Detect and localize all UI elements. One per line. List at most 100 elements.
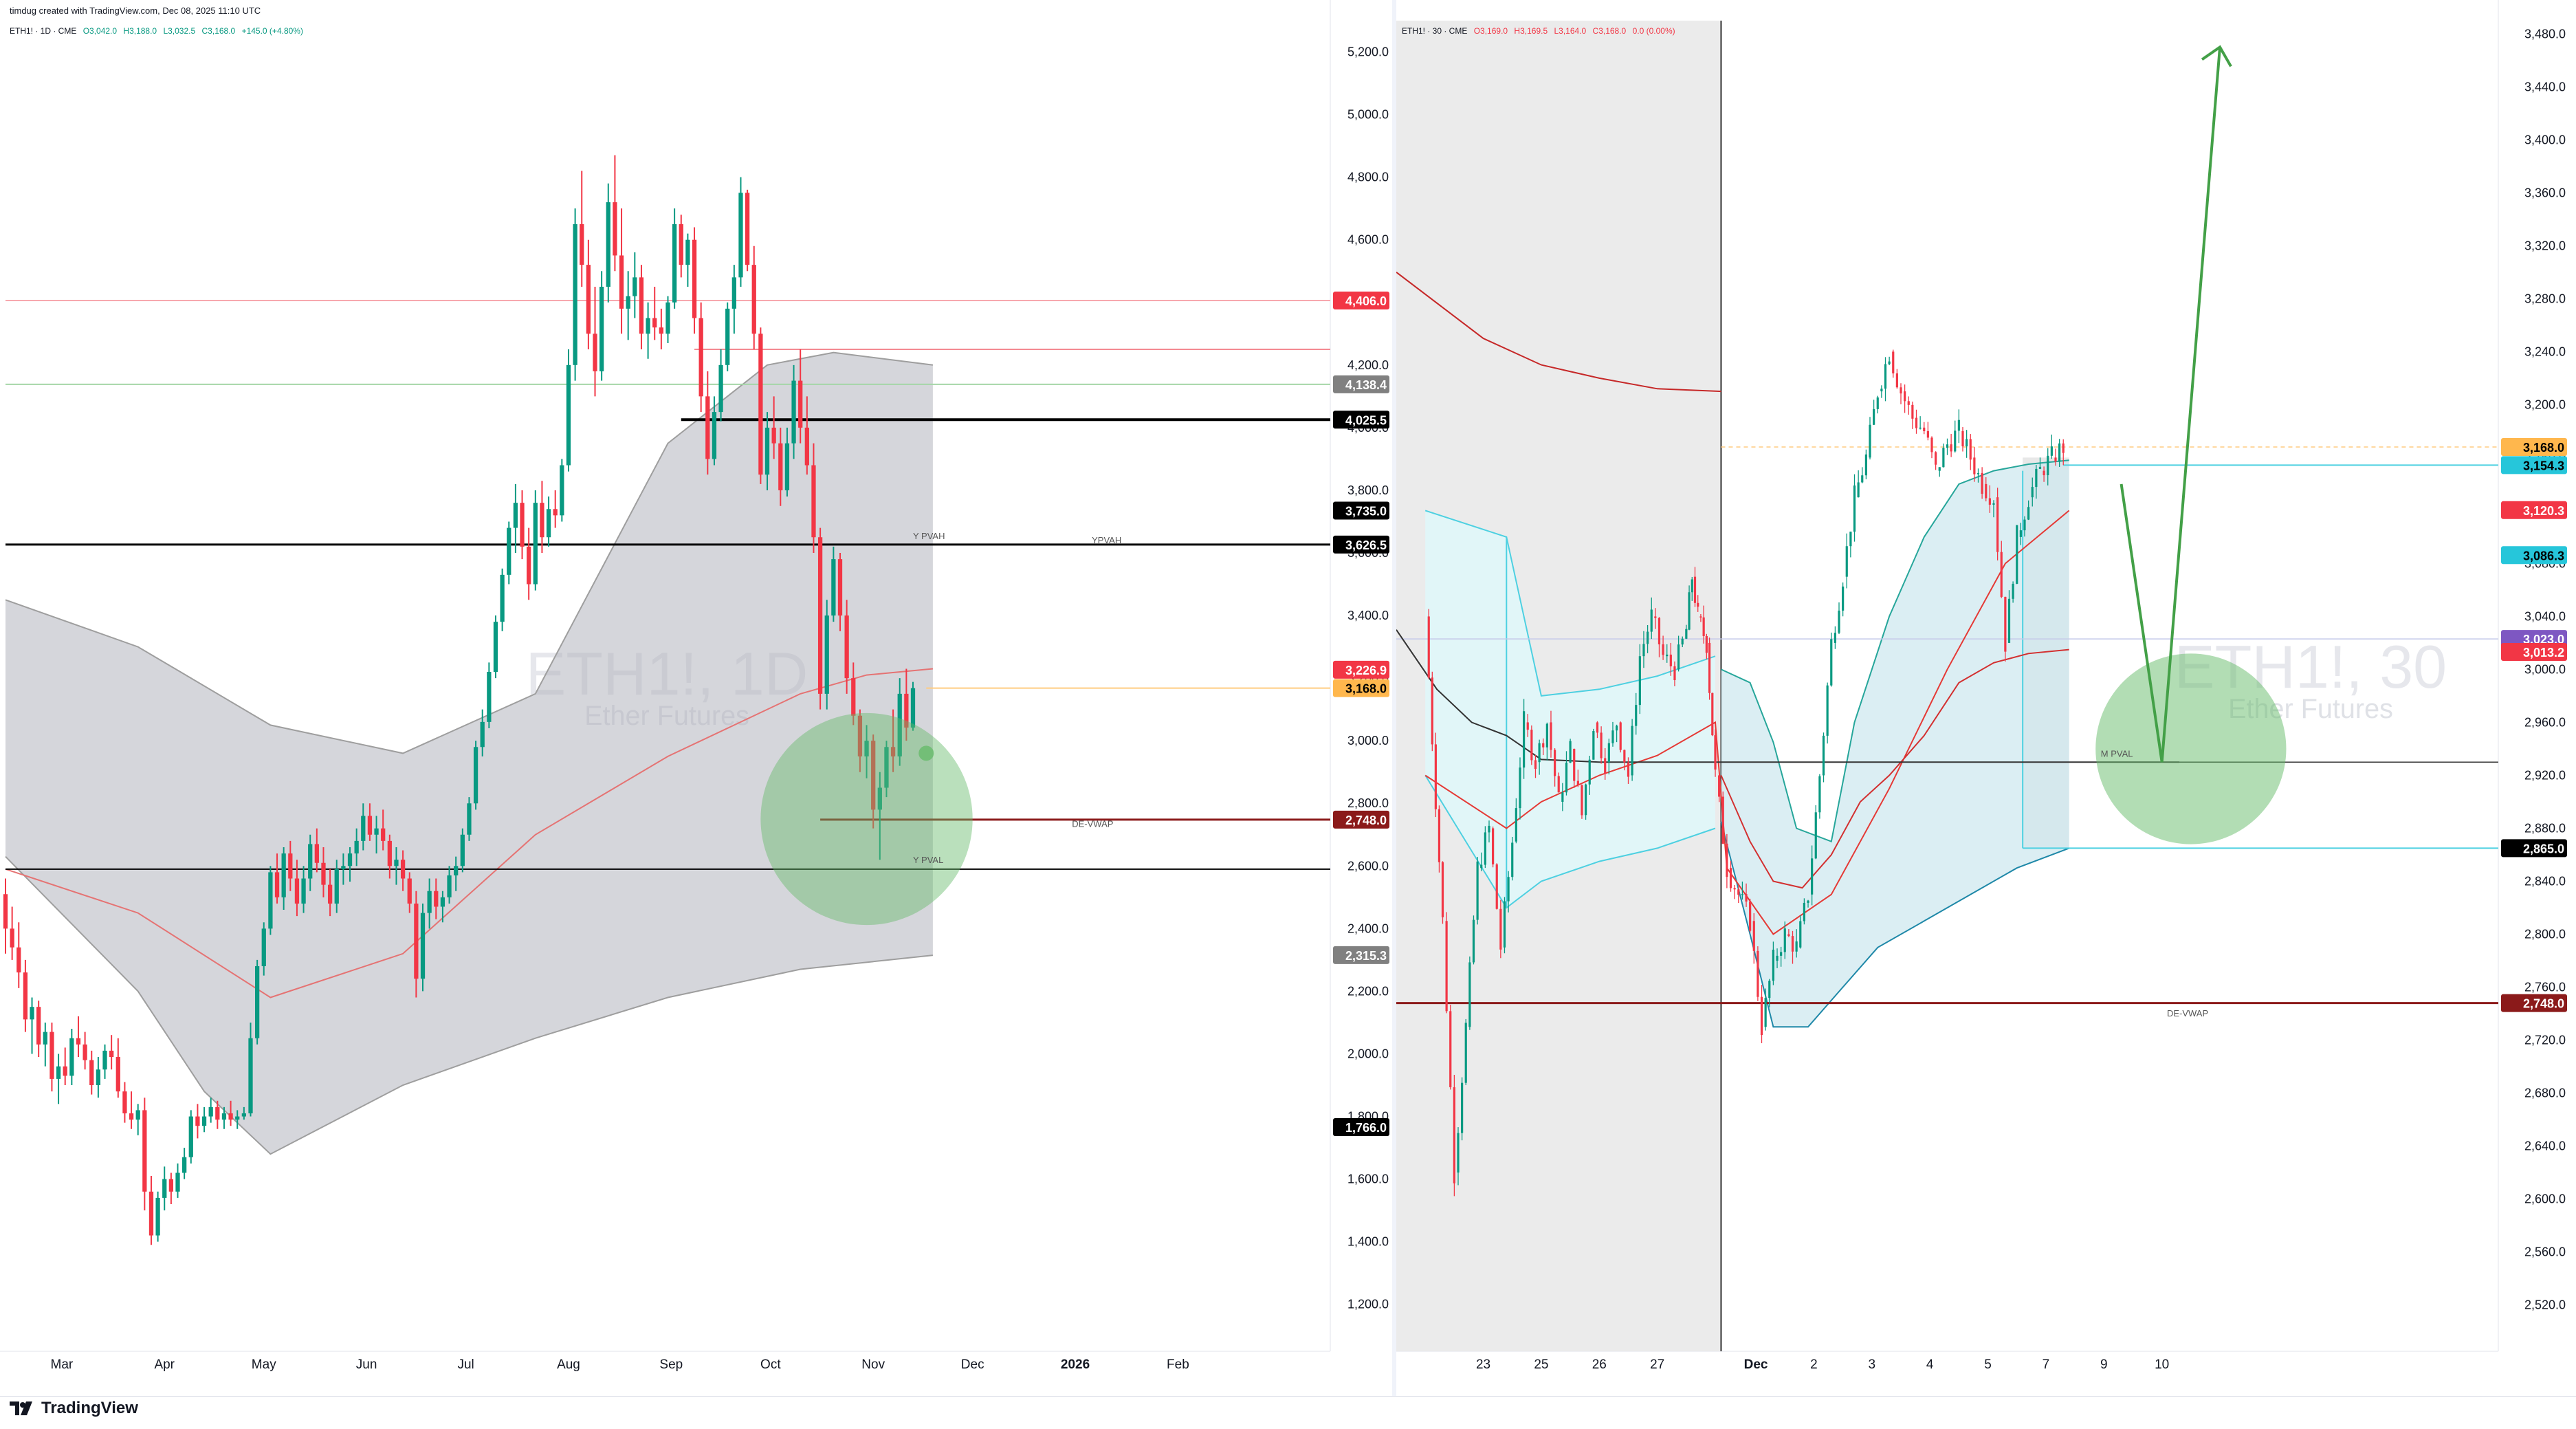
candle-body-44 — [294, 878, 300, 904]
candle-body-60 — [400, 860, 406, 879]
candle-body-164 — [2050, 446, 2053, 456]
candle-body-124 — [824, 615, 829, 694]
x-tick-label-5: 2 — [1810, 1357, 1818, 1372]
candle-body-103 — [1814, 812, 1817, 859]
candle-body-27 — [1530, 730, 1533, 761]
y-tick-label-8: 2,800.0 — [1347, 796, 1389, 810]
candle-body-84 — [1741, 894, 1743, 895]
candle-body-54 — [361, 816, 366, 841]
candle-body-94 — [1780, 952, 1783, 956]
candle-body-77 — [513, 503, 518, 528]
pane-divider[interactable] — [1392, 0, 1396, 1396]
candle-body-74 — [493, 622, 498, 673]
candle-body-30 — [1542, 743, 1545, 748]
price-marker-dot — [918, 745, 934, 761]
candle-body-117 — [778, 443, 783, 490]
candle-body-89 — [593, 334, 597, 371]
candle-body-113 — [751, 265, 756, 334]
candle-body-152 — [2004, 596, 2007, 652]
price-tag-10: 2,315.3 — [1345, 949, 1387, 963]
x-tick-label-7: 4 — [1926, 1357, 1934, 1372]
candle-body-12 — [1472, 919, 1475, 963]
candle-body-112 — [1849, 532, 1852, 547]
candle-body-88 — [586, 265, 591, 334]
x-tick-label-1: 25 — [1534, 1357, 1548, 1372]
price-tag-bg-4 — [1333, 501, 1389, 520]
y-tick-label-17: 3,200.0 — [2524, 397, 2566, 411]
y-tick-label-21: 3,360.0 — [2524, 186, 2566, 199]
candle-body-18 — [1495, 864, 1498, 909]
price-tag-2: 4,138.4 — [1345, 378, 1387, 392]
price-tag-bg-1 — [2501, 456, 2567, 474]
candle-body-38 — [1573, 748, 1576, 781]
candle-body-68 — [1688, 592, 1691, 630]
candle-body-69 — [460, 834, 465, 866]
candle-body-13 — [1476, 861, 1479, 920]
candle-body-92 — [613, 202, 617, 256]
x-tick-label-4: Jul — [457, 1357, 474, 1372]
candle-body-96 — [1787, 934, 1790, 937]
candle-body-120 — [798, 380, 803, 428]
chart-pane-30m[interactable]: ETH1!, 30 Ether Futures M PVAL DE-VWAP 2,520… — [1396, 0, 2576, 1396]
chart-daily-svg[interactable]: ETH1!, 1DEther FuturesY PVAHYPVAHDE-VWAP… — [0, 0, 1392, 1396]
legend-daily: ETH1! · 1D · CME O3,042.0 H3,188.0 L3,03… — [10, 26, 307, 36]
candle-body-28 — [188, 1116, 193, 1157]
candle-body-6 — [43, 1032, 47, 1045]
candle-body-68 — [454, 866, 459, 875]
candle-body-29 — [1538, 743, 1541, 763]
candle-body-63 — [1669, 654, 1672, 666]
candle-body-50 — [334, 869, 339, 904]
legend-high: H3,188.0 — [123, 26, 157, 36]
y-tick-label-10: 2,920.0 — [2524, 768, 2566, 782]
candle-body-135 — [1938, 467, 1941, 471]
candle-body-24 — [162, 1179, 167, 1198]
candle-body-107 — [1830, 639, 1833, 686]
price-tag-bg-3 — [1333, 411, 1389, 429]
candle-body-145 — [1977, 472, 1980, 474]
candle-body-146 — [1981, 472, 1983, 494]
tradingview-logo[interactable]: TradingView — [10, 1399, 138, 1418]
candle-body-96 — [639, 277, 644, 334]
x-tick-label-10: 9 — [2100, 1357, 2108, 1372]
candle-body-50 — [1619, 722, 1622, 750]
candle-body-110 — [1842, 586, 1845, 611]
candle-body-137 — [1946, 444, 1949, 448]
vwap-main-line — [1396, 272, 1721, 393]
candle-body-31 — [1545, 723, 1548, 748]
candle-body-67 — [447, 875, 452, 897]
candle-body-33 — [221, 1113, 227, 1120]
candle-body-4 — [30, 1007, 34, 1020]
x-tick-label-6: Sep — [659, 1357, 683, 1372]
chart-pane-daily[interactable]: ETH1!, 1DEther FuturesY PVAHYPVAHDE-VWAP… — [0, 0, 1392, 1396]
y-tick-label-6: 2,760.0 — [2524, 981, 2566, 994]
candle-body-166 — [2058, 443, 2061, 462]
y-tick-label-15: 4,200.0 — [1347, 358, 1389, 372]
y-tick-label-12: 3,000.0 — [2524, 662, 2566, 676]
candle-body-2 — [1434, 744, 1437, 809]
candle-body-3 — [23, 972, 28, 1020]
candle-body-64 — [427, 891, 432, 913]
candle-body-90 — [1764, 998, 1767, 1027]
monthly-band-top — [1721, 459, 2069, 843]
candle-body-12 — [82, 1044, 87, 1060]
candle-body-95 — [632, 277, 637, 296]
y-tick-label-3: 2,640.0 — [2524, 1139, 2566, 1153]
candle-body-54 — [1635, 705, 1638, 726]
candle-body-114 — [1857, 482, 1860, 498]
candle-body-130 — [1919, 427, 1922, 429]
candle-body-35 — [1561, 792, 1564, 802]
candle-body-138 — [1950, 444, 1952, 452]
x-tick-label-5: Aug — [557, 1357, 580, 1372]
candle-body-1 — [10, 928, 14, 948]
y-tick-label-13: 3,800.0 — [1347, 483, 1389, 497]
candle-body-154 — [2012, 583, 2014, 599]
candle-body-147 — [1985, 483, 1988, 499]
candle-body-22 — [148, 1191, 154, 1236]
legend-close: C3,168.0 — [201, 26, 236, 36]
candle-body-24 — [1519, 767, 1521, 809]
candle-body-120 — [1880, 389, 1883, 392]
price-tag-bg-7 — [1333, 679, 1389, 697]
candle-body-98 — [652, 318, 657, 328]
